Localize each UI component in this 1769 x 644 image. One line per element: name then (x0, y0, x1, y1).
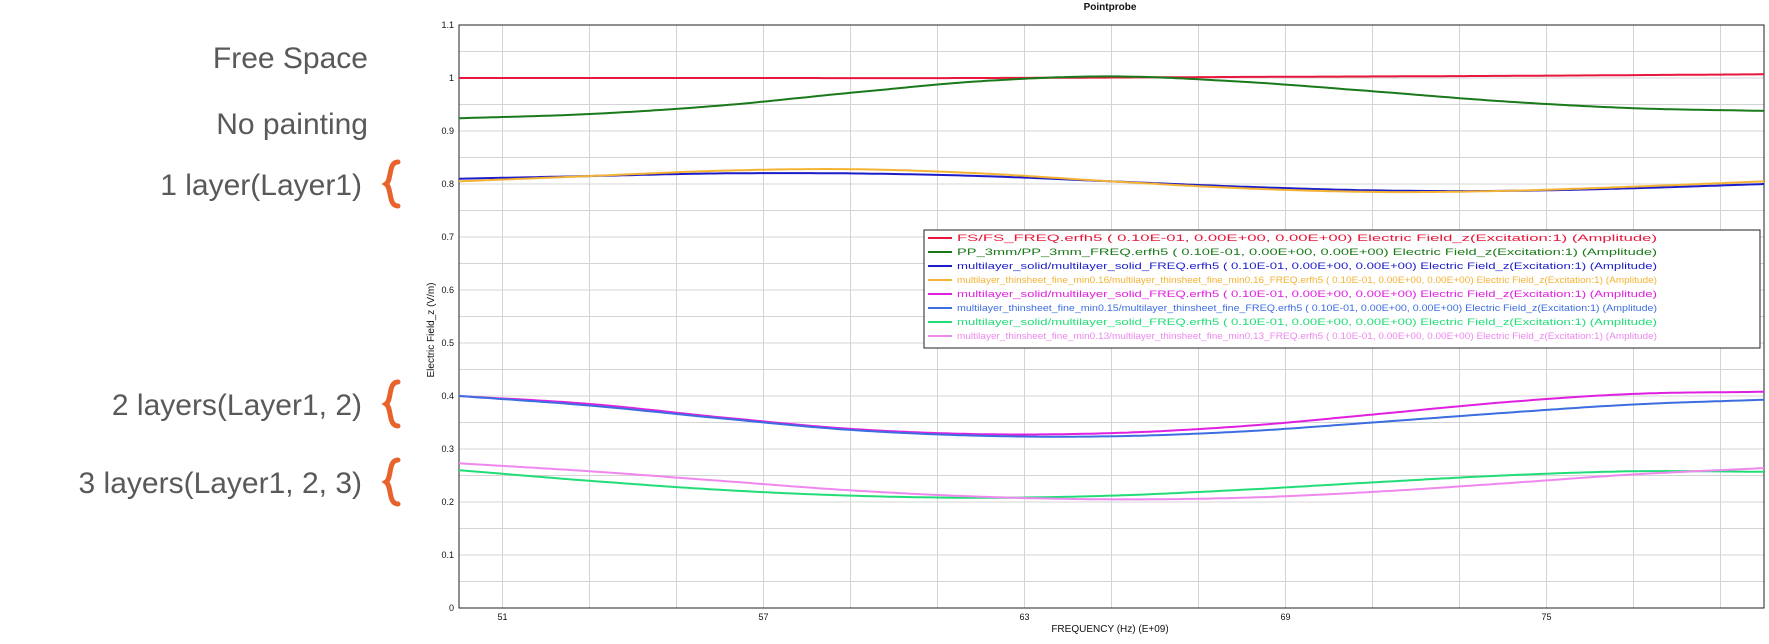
y-tick-label: 0.9 (441, 126, 454, 136)
plot-frame (458, 24, 1765, 609)
y-tick-label: 0.1 (441, 550, 454, 560)
annotation-label: No painting (216, 108, 368, 141)
series-line-8 (458, 462, 1765, 501)
brace-icon (381, 379, 401, 429)
y-axis-label: Electric Field_z (V/m) (426, 282, 437, 377)
x-tick-label: 75 (1541, 612, 1551, 622)
legend-entry: multilayer_thinsheet_fine_min0.15/multil… (957, 303, 1657, 314)
legend-entry: FS/FS_FREQ.erfh5 ( 0.10E-01, 0.00E+00, 0… (957, 233, 1657, 244)
annotation-label: 1 layer(Layer1) (160, 169, 362, 202)
y-tick-label: 0.3 (441, 444, 454, 454)
y-tick-label: 0.2 (441, 497, 454, 507)
series-line-1 (459, 73, 1764, 80)
annotation-label: Free Space (213, 42, 368, 75)
annotations: Free Space No painting 1 layer(Layer1) 2 la… (79, 42, 401, 507)
x-tick-label: 51 (497, 612, 507, 622)
y-tick-label: 0.8 (441, 179, 454, 189)
y-tick-label: 0.4 (441, 391, 454, 401)
series-line-5 (458, 390, 1764, 436)
y-tick-label: 0.7 (441, 232, 454, 242)
annotation-label: 3 layers(Layer1, 2, 3) (79, 467, 362, 500)
legend-entry: multilayer_solid/multilayer_solid_FREQ.e… (957, 289, 1657, 300)
legend-entry: PP_3mm/PP_3mm_FREQ.erfh5 ( 0.10E-01, 0.0… (957, 247, 1657, 258)
legend-entry: multilayer_solid/multilayer_solid_FREQ.e… (957, 317, 1657, 328)
brace-icon (381, 159, 401, 209)
y-tick-label: 0 (449, 603, 454, 613)
legend-box (923, 229, 1761, 349)
chart-title: Pointprobe (1084, 2, 1137, 13)
series-line-7 (458, 469, 1764, 499)
y-tick-label: 1 (449, 73, 454, 83)
x-tick-label: 57 (758, 612, 768, 622)
x-axis-label: FREQUENCY (Hz) (E+09) (1051, 624, 1168, 635)
series-line-4 (458, 168, 1765, 194)
legend-entry: multilayer_solid/multilayer_solid_FREQ.e… (957, 261, 1657, 272)
legend-entry: multilayer_thinsheet_fine_min0.13/multil… (957, 331, 1657, 342)
series-line-6 (458, 395, 1765, 438)
x-tick-label: 69 (1280, 612, 1290, 622)
x-tick-label: 63 (1019, 612, 1029, 622)
series-lines (458, 73, 1765, 501)
y-tick-label: 0.6 (441, 285, 454, 295)
annotation-label: 2 layers(Layer1, 2) (112, 389, 362, 422)
axis-ticks: 51 57 63 69 75 0 0.1 0.2 0.3 0.4 0.5 0.6 0.7 0.8 0.9 1 1… (441, 20, 1551, 622)
series-line-2 (458, 75, 1765, 120)
legend-entry: multilayer_thinsheet_fine_min0.16/multil… (957, 275, 1657, 286)
y-tick-label: 0.5 (441, 338, 454, 348)
legend: FS/FS_FREQ.erfh5 ( 0.10E-01, 0.00E+00, 0… (923, 229, 1761, 349)
brace-icon (381, 457, 401, 507)
y-tick-label: 1.1 (441, 20, 454, 30)
